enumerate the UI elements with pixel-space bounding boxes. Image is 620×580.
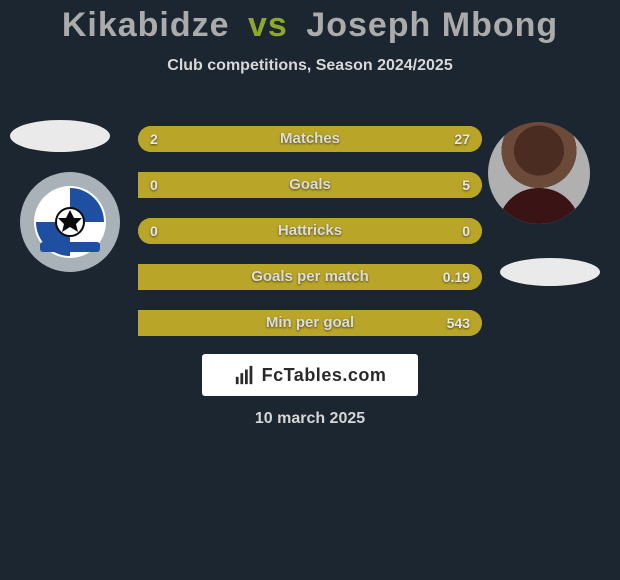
player1-club-crest [20,172,120,272]
player2-club-placeholder [500,258,600,286]
player1-photo-placeholder [10,120,110,152]
brand-text: FcTables.com [262,365,387,386]
vs-text: vs [248,6,288,44]
stat-value-right: 0.19 [443,264,470,290]
player2-name: Joseph Mbong [306,6,558,44]
stat-row: Goals per match0.19 [138,264,482,290]
stat-label: Goals per match [138,264,482,290]
stats-container: 2Matches270Goals50Hattricks0Goals per ma… [138,126,482,356]
stat-label: Matches [138,126,482,152]
player2-photo [488,122,590,224]
stat-value-right: 27 [454,126,470,152]
stat-row: 0Hattricks0 [138,218,482,244]
stat-value-right: 0 [462,218,470,244]
stat-label: Min per goal [138,310,482,336]
stat-row: Min per goal543 [138,310,482,336]
stat-label: Goals [138,172,482,198]
brand-box: FcTables.com [202,354,418,396]
stat-row: 0Goals5 [138,172,482,198]
stat-label: Hattricks [138,218,482,244]
date-text: 10 march 2025 [0,410,620,428]
subtitle: Club competitions, Season 2024/2025 [0,57,620,75]
player1-name: Kikabidze [62,6,230,44]
comparison-title: Kikabidze vs Joseph Mbong [0,0,620,45]
chart-icon [234,364,256,386]
stat-value-right: 543 [447,310,470,336]
stat-row: 2Matches27 [138,126,482,152]
stat-value-right: 5 [462,172,470,198]
club-crest-icon [30,182,110,262]
